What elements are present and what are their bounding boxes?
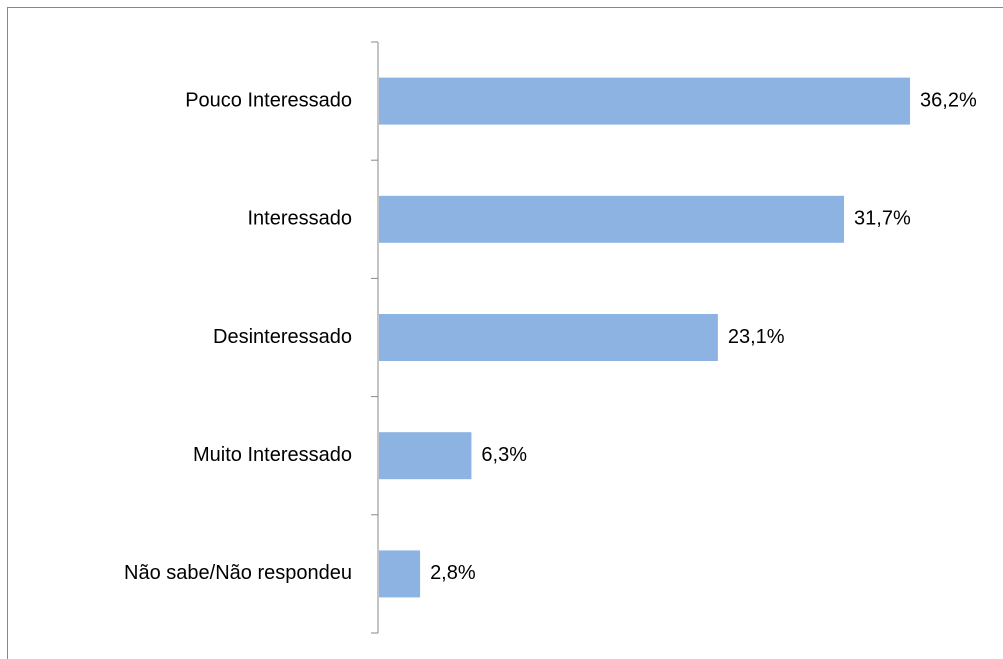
data-label: 36,2% <box>920 89 977 111</box>
data-label: 23,1% <box>728 326 785 348</box>
bar <box>379 77 911 125</box>
bar <box>379 195 845 243</box>
category-label: Não sabe/Não respondeu <box>124 562 352 584</box>
category-label: Desinteressado <box>213 326 352 348</box>
bar <box>379 432 472 480</box>
bar <box>379 550 421 598</box>
data-label: 6,3% <box>481 444 527 466</box>
category-label: Interessado <box>247 208 352 230</box>
bar <box>379 314 718 361</box>
category-label: Pouco Interessado <box>185 89 352 111</box>
category-label: Muito Interessado <box>193 444 352 466</box>
chart-frame <box>7 7 1003 659</box>
data-label: 2,8% <box>430 562 476 584</box>
data-label: 31,7% <box>854 208 911 230</box>
